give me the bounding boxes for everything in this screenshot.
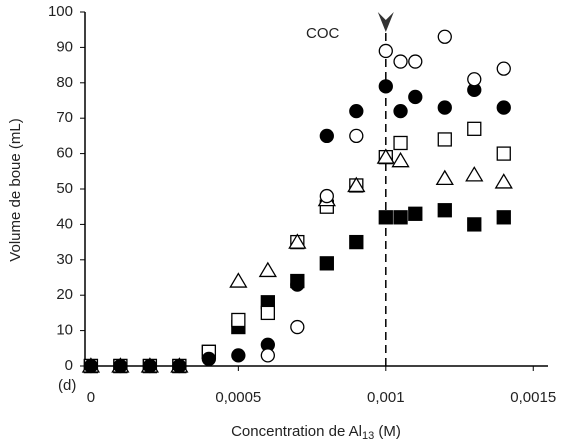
arrow-icon — [377, 12, 394, 32]
data-point — [231, 348, 246, 363]
y-axis-label: Volume de boue (mL) — [7, 118, 24, 261]
x-label-subscript: 13 — [362, 430, 374, 442]
data-point — [113, 358, 128, 374]
data-point — [83, 358, 99, 374]
data-point — [467, 72, 482, 87]
y-tick-label: 0 — [65, 357, 73, 374]
x-tick-label: 0,001 — [367, 389, 405, 406]
data-point — [319, 188, 334, 204]
data-point — [496, 146, 511, 161]
data-point — [142, 358, 158, 374]
data-point — [201, 351, 217, 367]
data-point — [437, 100, 452, 115]
y-tick-label: 100 — [48, 3, 73, 20]
data-point — [467, 121, 482, 136]
x-tick-label: 0,0015 — [510, 389, 556, 406]
x-label-part: (M) — [374, 423, 401, 440]
y-tick-label: 40 — [56, 215, 73, 232]
data-point — [347, 176, 366, 193]
x-axis-label: Concentration de Al13 (M) — [231, 423, 401, 442]
data-point — [290, 277, 305, 292]
data-point — [378, 210, 393, 225]
data-point — [349, 128, 364, 144]
y-tick-label: 20 — [56, 286, 73, 303]
x-label-part: Concentration de Al — [231, 423, 362, 440]
data-point — [393, 210, 408, 225]
data-point — [229, 272, 248, 288]
data-point — [349, 103, 364, 119]
data-point — [231, 312, 246, 328]
data-point — [391, 151, 410, 168]
data-point — [408, 54, 423, 69]
y-tick-label: 50 — [56, 180, 73, 197]
data-point — [376, 148, 395, 164]
data-point — [437, 132, 452, 147]
data-point — [435, 169, 454, 186]
data-point — [258, 261, 277, 278]
annotation: COC — [306, 25, 340, 42]
data-point — [496, 61, 511, 76]
y-tick-label: 30 — [56, 251, 73, 268]
data-point — [349, 234, 364, 250]
x-tick-label: 0,0005 — [215, 389, 261, 406]
data-point — [319, 128, 334, 144]
y-tick-label: 80 — [56, 74, 73, 91]
data-point — [378, 79, 393, 94]
data-point — [465, 166, 484, 182]
y-tick-label: 60 — [56, 145, 73, 162]
data-point — [319, 256, 334, 271]
data-point — [378, 43, 393, 59]
data-point — [437, 29, 452, 44]
panel-label: (d) — [58, 377, 76, 394]
data-point — [496, 210, 511, 225]
data-point — [467, 217, 482, 232]
data-point — [437, 203, 452, 218]
data-point — [260, 348, 275, 363]
data-point — [496, 100, 511, 115]
data-point — [290, 319, 305, 335]
data-point — [260, 305, 275, 321]
data-point — [288, 233, 307, 249]
y-tick-label: 10 — [56, 322, 73, 339]
y-tick-label: 70 — [56, 109, 73, 126]
data-point — [494, 173, 513, 189]
data-point — [172, 358, 187, 374]
data-point — [408, 206, 423, 221]
data-point — [393, 135, 408, 151]
x-tick-label: 0 — [87, 389, 95, 406]
y-tick-label: 90 — [56, 38, 73, 55]
data-point — [408, 89, 423, 105]
data-point — [393, 54, 408, 69]
data-point — [393, 103, 408, 119]
